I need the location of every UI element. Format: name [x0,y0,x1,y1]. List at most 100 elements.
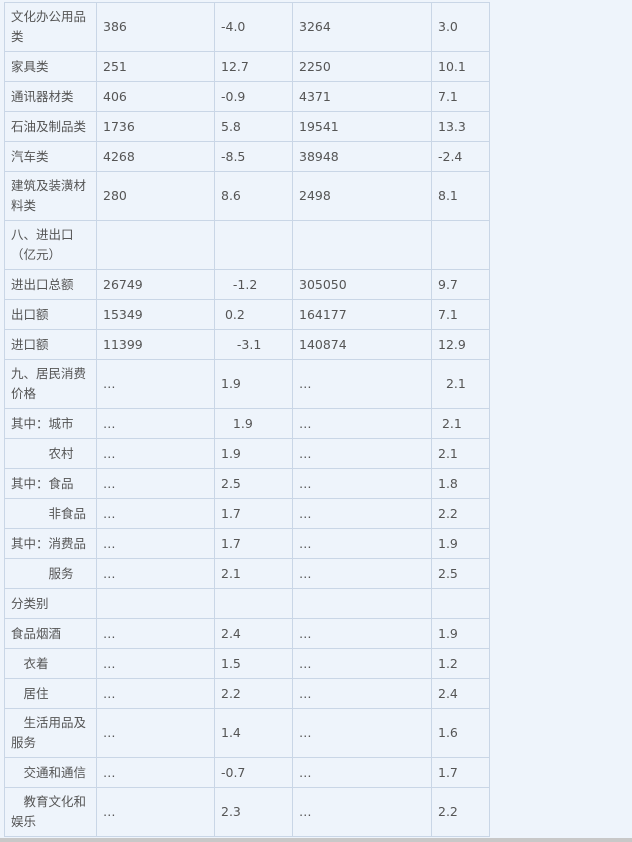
table-row: 服务… 2.1… 2.5 [4,558,490,589]
row-label: 进口额 [4,329,97,360]
cell-value: 13.3 [431,111,490,142]
cell-value: 386 [96,2,215,52]
cell-value [214,220,293,270]
table-row: 九、居民消费价格… 1.9… 2.1 [4,359,490,409]
cell-value [96,588,215,619]
cell-value: … [292,648,432,679]
cell-value: 3.0 [431,2,490,52]
row-label: 生活用品及服务 [4,708,97,758]
cell-value [292,220,432,270]
table-row: 生活用品及服务… 1.4… 1.6 [4,708,490,758]
cell-value: 1.2 [431,648,490,679]
table-row: 通讯器材类 406 -0.9 4371 7.1 [4,81,490,112]
cell-value [292,588,432,619]
cell-value: 15349 [96,299,215,330]
row-label: 分类别 [4,588,97,619]
row-label: 进出口总额 [4,269,97,300]
table-row: 非食品… 1.7… 2.2 [4,498,490,529]
cell-value: 1.6 [431,708,490,758]
cell-value: -0.7 [214,757,293,788]
cell-value: 4268 [96,141,215,172]
row-label: 通讯器材类 [4,81,97,112]
table-row: 衣着… 1.5… 1.2 [4,648,490,679]
cell-value: 8.1 [431,171,490,221]
row-label: 出口额 [4,299,97,330]
cell-value: … [292,408,432,439]
row-label: 服务 [4,558,97,589]
cell-value: 2.4 [214,618,293,649]
cell-value: 11399 [96,329,215,360]
cell-value: … [96,618,215,649]
cell-value [96,220,215,270]
cell-value: 1.9 [431,528,490,559]
row-label: 居住 [4,678,97,709]
cell-value: 1736 [96,111,215,142]
cell-value: … [96,468,215,499]
row-label: 农村 [4,438,97,469]
row-label: 非食品 [4,498,97,529]
cell-value: … [96,708,215,758]
cell-value: 2.1 [431,438,490,469]
table-row: 其中：食品… 2.5… 1.8 [4,468,490,499]
cell-value: 38948 [292,141,432,172]
cell-value: … [292,438,432,469]
cell-value [431,588,490,619]
table-row: 农村… 1.9… 2.1 [4,438,490,469]
row-label: 家具类 [4,51,97,82]
cell-value: … [96,498,215,529]
cell-value: … [292,757,432,788]
cell-value: … [292,678,432,709]
cell-value: 2.1 [214,558,293,589]
cell-value: 1.9 [214,359,293,409]
cell-value: … [96,787,215,837]
row-label: 八、进出口（亿元） [4,220,97,270]
cell-value [431,220,490,270]
cell-value: 7.1 [431,81,490,112]
cell-value: -4.0 [214,2,293,52]
table-row: 八、进出口（亿元） [4,220,490,270]
cell-value: 2.2 [431,787,490,837]
cell-value: 406 [96,81,215,112]
row-label: 食品烟酒 [4,618,97,649]
cell-value: 280 [96,171,215,221]
cell-value: … [292,558,432,589]
cell-value: 8.6 [214,171,293,221]
cell-value: … [292,498,432,529]
cell-value: -1.2 [214,269,293,300]
cell-value: 5.8 [214,111,293,142]
row-label: 文化办公用品类 [4,2,97,52]
table-row: 分类别 [4,588,490,619]
table-row: 汽车类 4268 -8.5 38948 -2.4 [4,141,490,172]
cell-value: … [96,678,215,709]
cell-value: 2.1 [431,408,490,439]
cell-value: 1.5 [214,648,293,679]
row-label: 建筑及装潢材料类 [4,171,97,221]
row-label: 交通和通信 [4,757,97,788]
cell-value: 2.2 [431,498,490,529]
cell-value: 12.7 [214,51,293,82]
cell-value: … [96,558,215,589]
cell-value: 10.1 [431,51,490,82]
cell-value: 164177 [292,299,432,330]
table-row: 教育文化和娱乐… 2.3… 2.2 [4,787,490,837]
table-row: 交通和通信… -0.7… 1.7 [4,757,490,788]
cell-value: … [96,359,215,409]
cell-value: … [292,468,432,499]
table-row: 出口额 15349 0.2 164177 7.1 [4,299,490,330]
cell-value: 19541 [292,111,432,142]
cell-value: 0.2 [214,299,293,330]
cell-value: -3.1 [214,329,293,360]
table-row: 其中：城市… 1.9… 2.1 [4,408,490,439]
table-row: 建筑及装潢材料类 280 8.6 2498 8.1 [4,171,490,221]
cell-value: 3264 [292,2,432,52]
cell-value: 1.9 [214,408,293,439]
cell-value: 1.7 [214,498,293,529]
cell-value: 4371 [292,81,432,112]
cell-value: … [292,528,432,559]
cell-value: 2.5 [214,468,293,499]
cell-value: … [96,408,215,439]
cell-value: 305050 [292,269,432,300]
cell-value: … [292,359,432,409]
table-row: 进出口总额 26749 -1.2 305050 9.7 [4,269,490,300]
horizontal-scrollbar[interactable] [0,838,632,842]
